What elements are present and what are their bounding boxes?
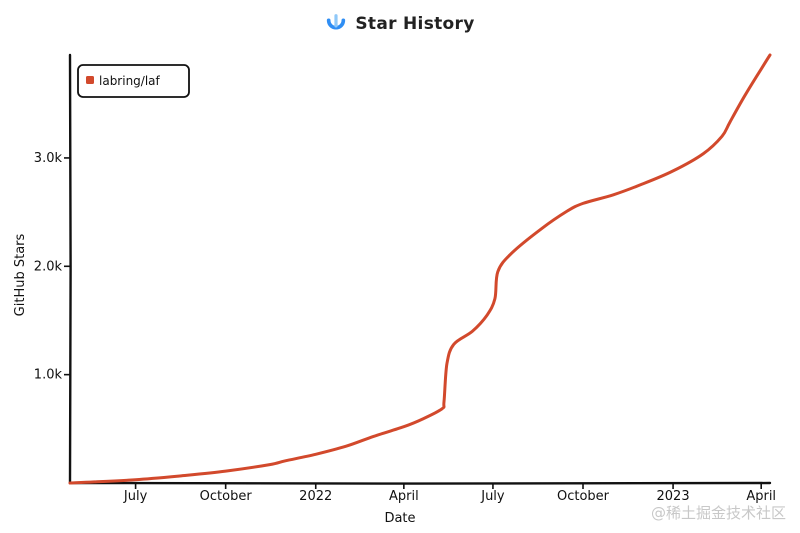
x-tick-label: April (389, 489, 419, 504)
legend-swatch (86, 76, 94, 84)
x-tick-label: 2023 (657, 489, 690, 504)
y-tick-label: 2.0k (34, 259, 63, 274)
x-tick-label: October (557, 489, 610, 504)
star-history-logo-icon (327, 14, 346, 30)
chart-title: Star History (355, 14, 475, 34)
x-tick-label: July (480, 489, 505, 504)
legend: labring/laf (77, 64, 190, 98)
watermark: @稀土掘金技术社区 (650, 504, 786, 522)
y-axis-title: GitHub Stars (13, 233, 28, 316)
legend-box (77, 64, 190, 98)
x-tick-label: July (123, 489, 148, 504)
y-axis-line (68, 53, 72, 485)
axes: July October 2022 April July October 2023 April… (13, 53, 776, 526)
chart-header: Star History (0, 10, 800, 38)
series-layer (68, 53, 772, 485)
x-tick-label: October (200, 489, 253, 504)
y-tick-label: 3.0k (34, 151, 63, 166)
x-tick-label: April (746, 489, 776, 504)
x-axis-title: Date (384, 511, 415, 526)
legend-label: labring/laf (99, 74, 161, 88)
y-tick-label: 1.0k (34, 368, 63, 383)
x-tick-label: 2022 (299, 489, 332, 504)
x-axis-line (68, 481, 772, 485)
series-line-labring-laf (68, 53, 772, 485)
